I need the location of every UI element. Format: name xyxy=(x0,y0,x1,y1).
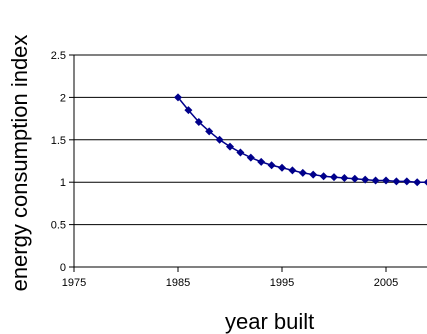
x-tick-label: 1975 xyxy=(62,277,86,289)
y-axis-label-wrap: energy consumption index xyxy=(0,0,40,333)
data-point xyxy=(205,127,214,136)
y-tick-label: 1 xyxy=(60,177,66,189)
x-tick-label: 1985 xyxy=(166,277,190,289)
data-point xyxy=(392,177,401,186)
data-point xyxy=(236,148,245,157)
data-point xyxy=(361,175,370,184)
data-point xyxy=(174,93,182,102)
y-tick-label: 2.5 xyxy=(51,50,66,62)
y-tick-label: 0.5 xyxy=(51,220,66,232)
data-point xyxy=(267,161,276,170)
data-point xyxy=(288,166,297,175)
tick-labels: 0 0.5 1 1.5 2 2.5 1975 1985 1995 2005 xyxy=(51,50,399,289)
y-axis-label: energy consumption index xyxy=(7,34,32,292)
data-point xyxy=(246,153,255,162)
data-point xyxy=(215,135,224,144)
data-point xyxy=(340,173,349,182)
axes xyxy=(69,54,427,272)
data-point xyxy=(423,178,427,186)
x-tick-label: 2005 xyxy=(374,277,398,289)
y-tick-label: 2 xyxy=(60,92,66,104)
y-tick-label: 0 xyxy=(60,262,66,274)
data-point xyxy=(194,117,203,126)
x-axis-label: year built xyxy=(225,309,315,334)
data-point xyxy=(309,170,318,179)
series xyxy=(174,93,427,187)
y-tick-label: 1.5 xyxy=(51,135,66,147)
data-point xyxy=(257,157,266,166)
data-point xyxy=(371,176,380,185)
data-point xyxy=(382,176,390,185)
data-point xyxy=(319,172,328,181)
data-point xyxy=(330,173,338,182)
gridlines xyxy=(74,54,427,226)
data-point xyxy=(226,142,234,151)
data-point xyxy=(298,168,307,177)
data-point xyxy=(402,177,411,186)
data-point xyxy=(184,106,193,115)
data-point xyxy=(278,163,286,172)
x-tick-label: 1995 xyxy=(270,277,294,289)
data-point xyxy=(413,178,422,187)
data-point xyxy=(350,174,359,183)
